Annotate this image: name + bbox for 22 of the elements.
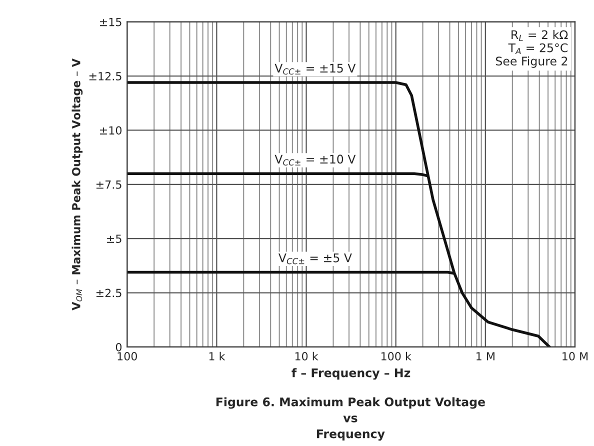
y-tick-label: ±10 xyxy=(100,126,122,135)
series-label: V$_{CC±}$ = ±15 V xyxy=(274,64,356,75)
y-tick-label: ±2.5 xyxy=(96,288,122,298)
annotation: See Figure 2 xyxy=(496,56,568,68)
series-label: V$_{CC±}$ = ±5 V xyxy=(278,254,352,264)
x-tick-label: 100 k xyxy=(381,352,412,360)
x-tick-label: 10 M xyxy=(562,352,588,360)
y-tick-label: 0 xyxy=(116,342,122,352)
y-tick-label: ±15 xyxy=(100,18,122,26)
y-tick-label: ±12.5 xyxy=(89,72,122,80)
y-tick-label: ±7.5 xyxy=(96,180,122,189)
x-tick-label: 1 k xyxy=(209,352,226,360)
annotation: T$_{A}$ = 25°C xyxy=(508,43,568,54)
x-axis-title: f – Frequency – Hz xyxy=(292,368,410,380)
x-tick-label: 10 k xyxy=(295,352,318,360)
x-tick-label: 100 xyxy=(118,352,137,360)
series-label: V$_{CC±}$ = ±10 V xyxy=(274,154,356,166)
annotation: R$_{L}$ = 2 kΩ xyxy=(512,30,568,41)
x-tick-label: 1 M xyxy=(476,352,494,360)
y-axis-title: V$_{OM}$ – Maximum Peak Output Voltage – V xyxy=(72,58,83,310)
text: Figure 6. Maximum Peak Output Voltage vs Frequency xyxy=(216,397,485,441)
y-tick-label: ±5 xyxy=(107,234,122,243)
